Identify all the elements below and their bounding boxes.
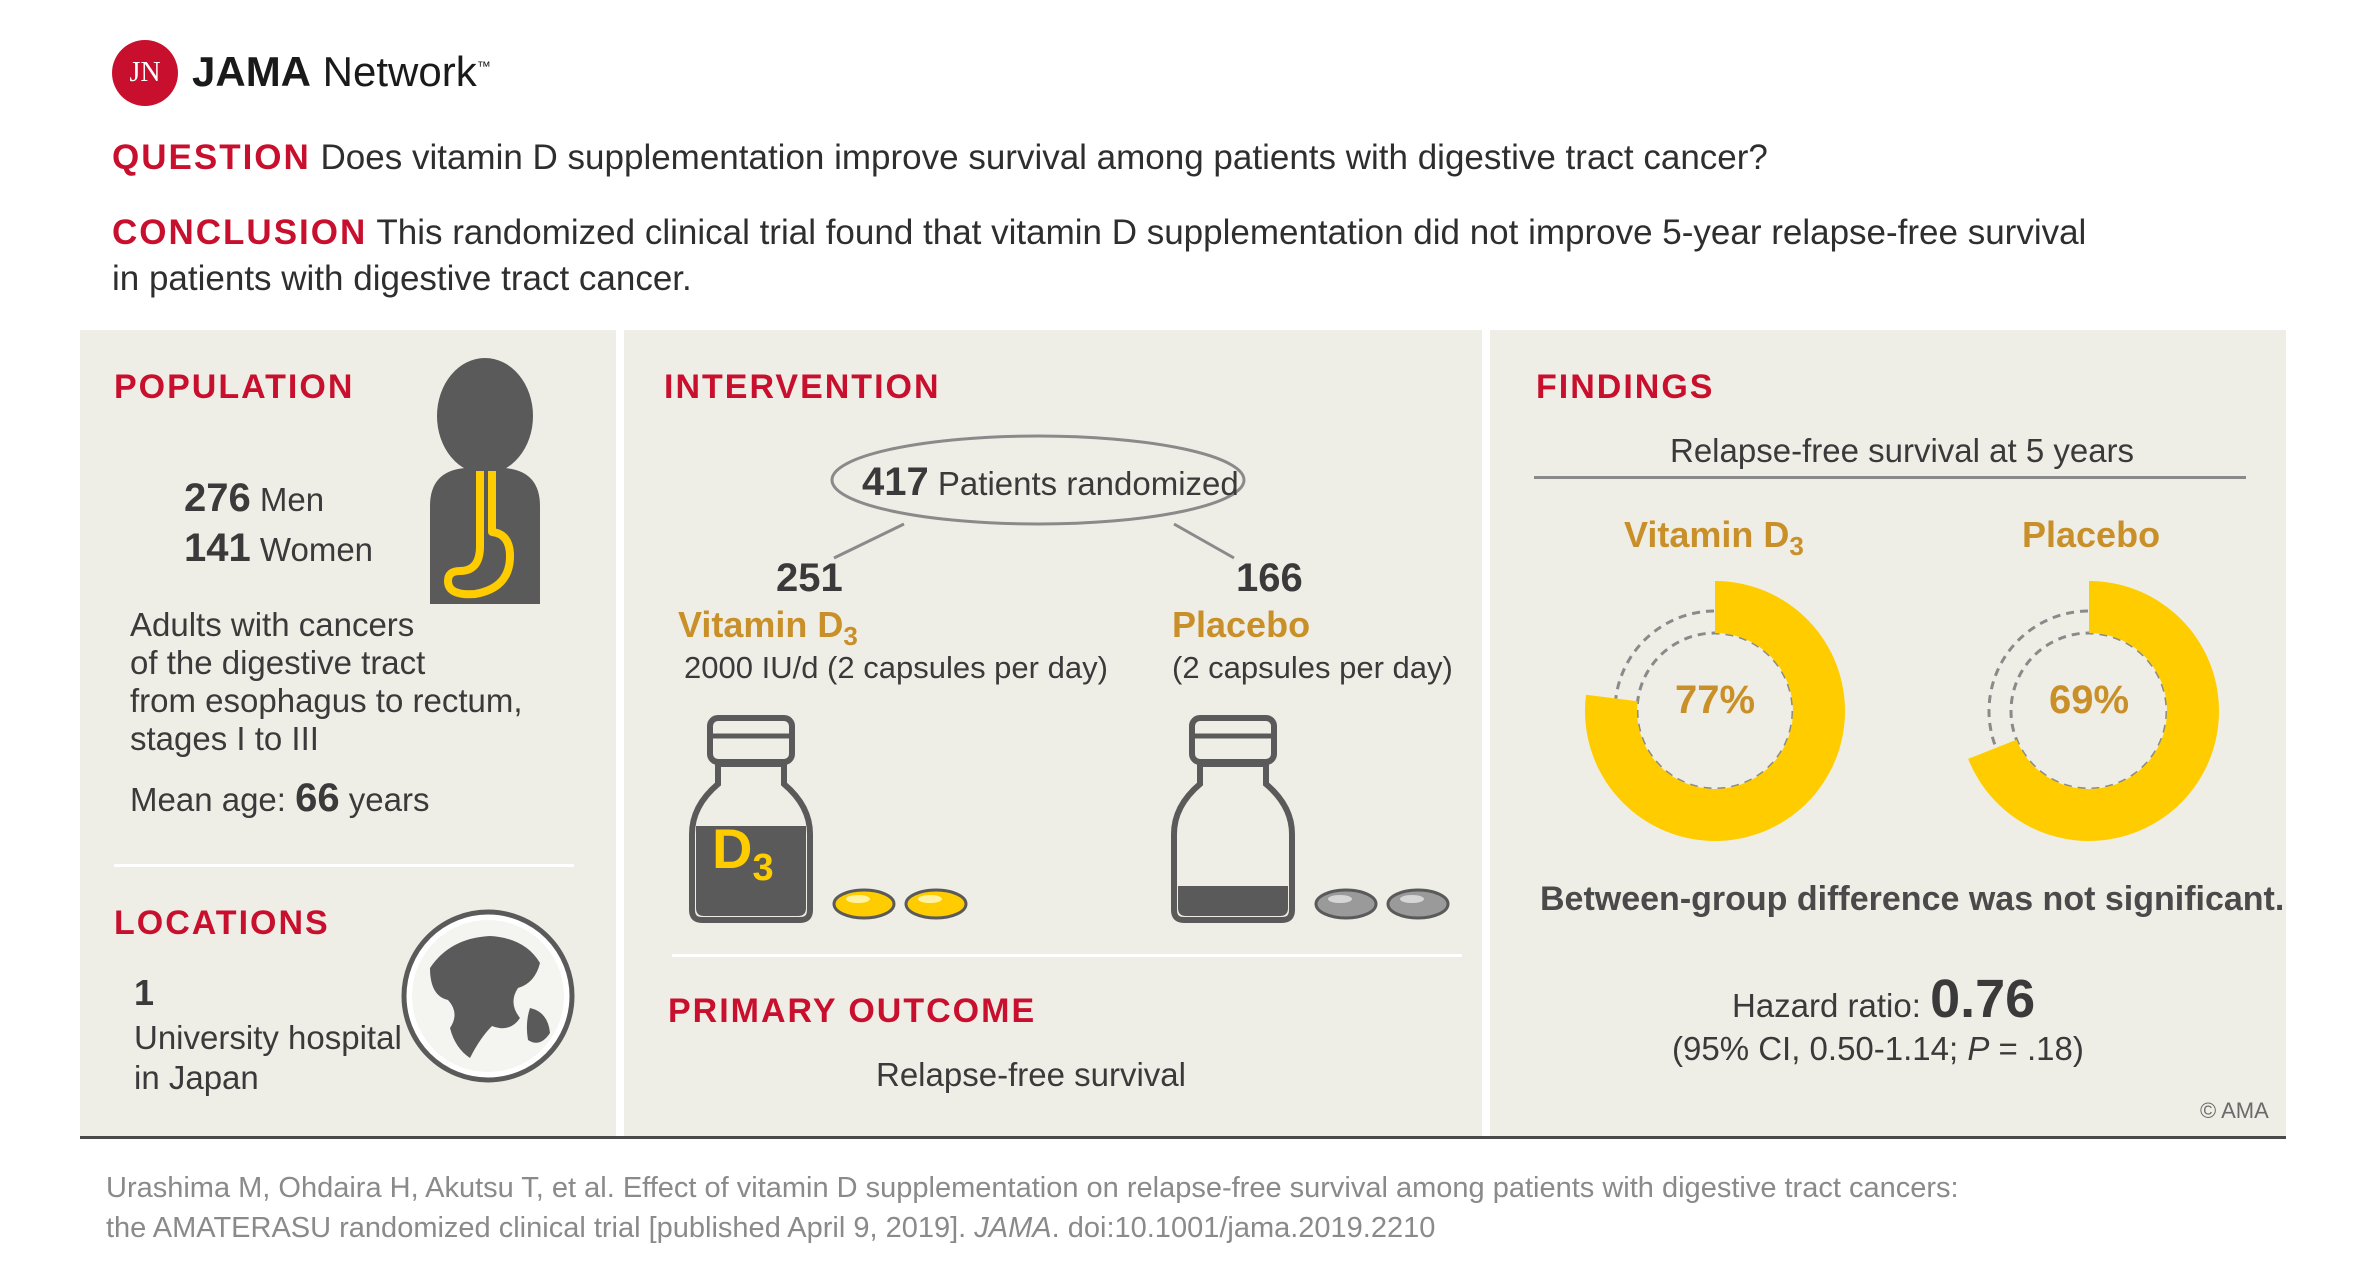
randomized-label: 417 Patients randomized (862, 460, 1239, 504)
person-stomach-icon (430, 358, 540, 604)
primary-outcome-text: Relapse-free survival (876, 1056, 1186, 1093)
arm1-count: 251 (776, 556, 843, 600)
men-row: 276 Men (184, 476, 324, 521)
mean-age: Mean age: 66 years (130, 776, 430, 820)
findings-subtitle-rule (1534, 476, 2246, 479)
bottom-rule (80, 1136, 2286, 1139)
population-description: Adults with cancers of the digestive tra… (130, 606, 523, 757)
men-count: 276 (184, 476, 251, 520)
arm2-count: 166 (1236, 556, 1303, 600)
group1-name: Vitamin D3 (1624, 514, 1804, 562)
findings-title: FINDINGS (1536, 368, 1715, 406)
arm2-name: Placebo (1172, 604, 1311, 645)
group2-donut-chart (1968, 581, 2219, 841)
logo-tm: ™ (476, 58, 491, 74)
placebo-capsules-icon (1314, 888, 1450, 920)
conclusion-line-2: in patients with digestive tract cancer. (112, 259, 692, 298)
jn-logo-icon: JN (112, 40, 178, 106)
citation: Urashima M, Ohdaira H, Akutsu T, et al. … (106, 1172, 1959, 1244)
conclusion-block: CONCLUSION This randomized clinical tria… (112, 210, 2086, 302)
arm1-dose: 2000 IU/d (2 capsules per day) (684, 650, 1108, 685)
hazard-ratio-value: 0.76 (1930, 969, 2036, 1029)
bottle-d3-label: D3 (712, 817, 774, 890)
copyright: © AMA (2200, 1098, 2269, 1123)
arm2-dose: (2 capsules per day) (1172, 650, 1453, 685)
population-title: POPULATION (114, 368, 355, 406)
women-label: Women (259, 531, 374, 568)
question-label: QUESTION (112, 138, 311, 177)
confidence-interval: (95% CI, 0.50-1.14; P = .18) (1672, 1030, 2084, 1067)
group1-donut-arc (1585, 581, 1845, 841)
women-row: 141 Women (184, 526, 373, 571)
randomization-connectors (830, 434, 1246, 560)
question-line: QUESTION Does vitamin D supplementation … (112, 138, 1768, 178)
findings-subtitle: Relapse-free survival at 5 years (1670, 432, 2135, 469)
men-label: Men (259, 481, 325, 518)
logo-text-bold: JAMA (192, 48, 312, 95)
primary-outcome-title: PRIMARY OUTCOME (668, 992, 1037, 1030)
group2-value-label: 69% (2048, 678, 2130, 722)
question-text: Does vitamin D supplementation improve s… (320, 138, 1768, 177)
vitamin-d-capsules-icon (832, 888, 968, 920)
population-divider (114, 864, 574, 867)
locations-title: LOCATIONS (114, 904, 330, 942)
findings-note: Between-group difference was not signifi… (1540, 880, 2285, 918)
intervention-title: INTERVENTION (664, 368, 941, 406)
jama-logo: JN JAMA Network™ (112, 40, 572, 110)
group1-value-label: 77% (1674, 678, 1756, 722)
group1-donut-chart (1585, 581, 1845, 841)
conclusion-line-1: This randomized clinical trial found tha… (376, 213, 2087, 252)
vitamin-d-bottle-icon (689, 715, 813, 923)
locations-desc: University hospital in Japan (134, 1019, 402, 1096)
logo-text-rest: Network (311, 48, 477, 95)
arm1-name: Vitamin D3 (678, 604, 858, 652)
globe-icon (401, 909, 575, 1083)
locations-count: 1 (134, 972, 155, 1013)
women-count: 141 (184, 526, 251, 570)
placebo-bottle-icon (1171, 715, 1295, 923)
randomized-count: 417 (862, 460, 929, 504)
hazard-ratio: Hazard ratio: 0.76 (1732, 969, 2036, 1029)
intervention-divider (672, 954, 1462, 957)
mean-age-value: 66 (295, 776, 340, 820)
conclusion-label: CONCLUSION (112, 213, 368, 252)
group2-donut-arc (1968, 581, 2219, 841)
group2-name: Placebo (2022, 514, 2161, 555)
